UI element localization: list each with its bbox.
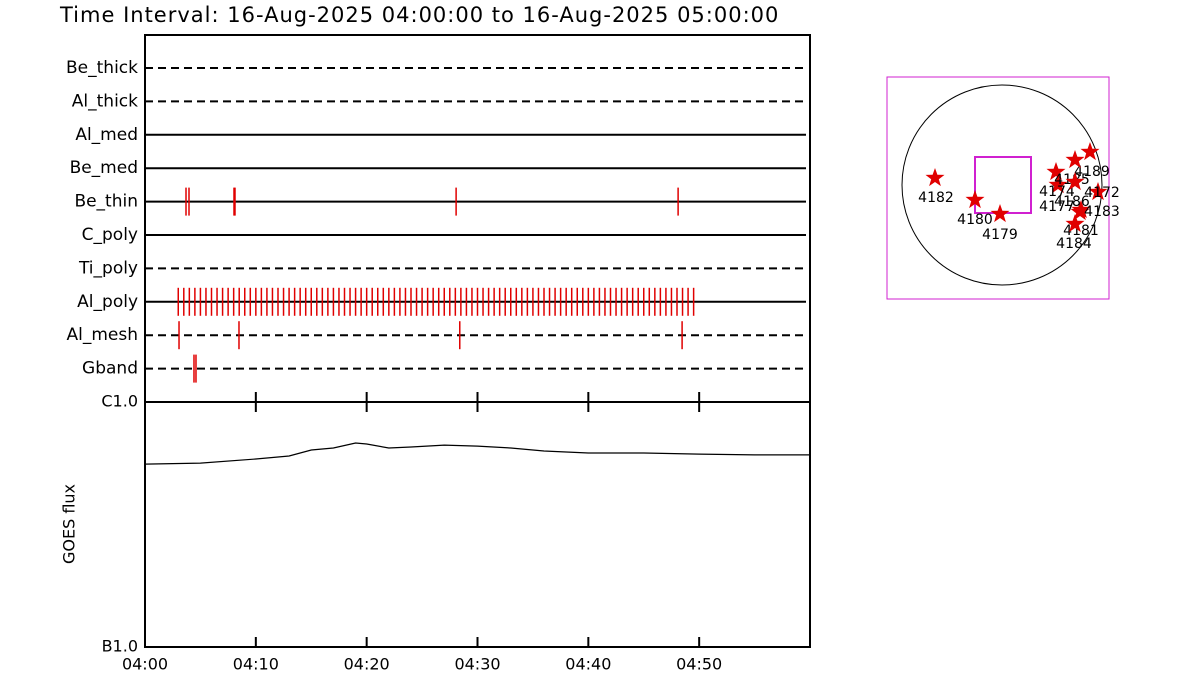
region-label: 4179 — [982, 227, 1018, 243]
title: Time Interval: 16-Aug-2025 04:00:00 to 1… — [59, 3, 779, 27]
region-star — [1046, 162, 1066, 181]
x-tick-label: 04:30 — [454, 655, 500, 674]
region-label: 4180 — [957, 212, 993, 228]
map-frame — [886, 76, 1110, 300]
row-label: Al_thick — [72, 91, 138, 111]
region-star — [1080, 142, 1100, 161]
region-star — [1065, 172, 1085, 191]
row-label: Al_med — [75, 125, 138, 145]
region-label: 4172 — [1084, 185, 1120, 201]
y-tick-label: B1.0 — [102, 637, 138, 656]
region-label: 4174 — [1039, 184, 1075, 200]
solar-disk — [901, 84, 1103, 286]
region-label: 4177 — [1039, 199, 1075, 215]
x-tick-label: 04:40 — [565, 655, 611, 674]
x-tick-label: 04:00 — [122, 655, 168, 674]
row-label: Be_thick — [66, 58, 138, 78]
region-star — [1048, 175, 1068, 194]
row-label: Ti_poly — [78, 258, 138, 278]
x-tick-label: 04:10 — [233, 655, 279, 674]
y-tick-label: C1.0 — [101, 392, 138, 411]
region-star — [1065, 150, 1085, 169]
row-label: Be_med — [70, 158, 138, 178]
region-star — [1088, 182, 1108, 201]
region-label: 4183 — [1084, 204, 1120, 220]
y-axis-label: GOES flux — [60, 484, 79, 564]
region-star — [990, 204, 1010, 223]
row-label: Al_poly — [77, 292, 138, 312]
row-label: Al_mesh — [66, 325, 138, 345]
region-star — [965, 190, 985, 209]
region-label: 4189 — [1074, 164, 1110, 180]
x-tick-label: 04:50 — [676, 655, 722, 674]
region-star — [1065, 214, 1085, 233]
row-label: Gband — [82, 359, 138, 379]
region-star — [1071, 200, 1091, 219]
region-label: 4186 — [1054, 194, 1090, 210]
row-label: Be_thin — [74, 192, 138, 212]
flux-line — [144, 442, 810, 465]
region-star — [925, 168, 945, 187]
x-tick-label: 04:20 — [344, 655, 390, 674]
row-label: C_poly — [82, 225, 138, 245]
region-label: 4182 — [918, 190, 954, 206]
region-label: 4184 — [1056, 236, 1092, 252]
